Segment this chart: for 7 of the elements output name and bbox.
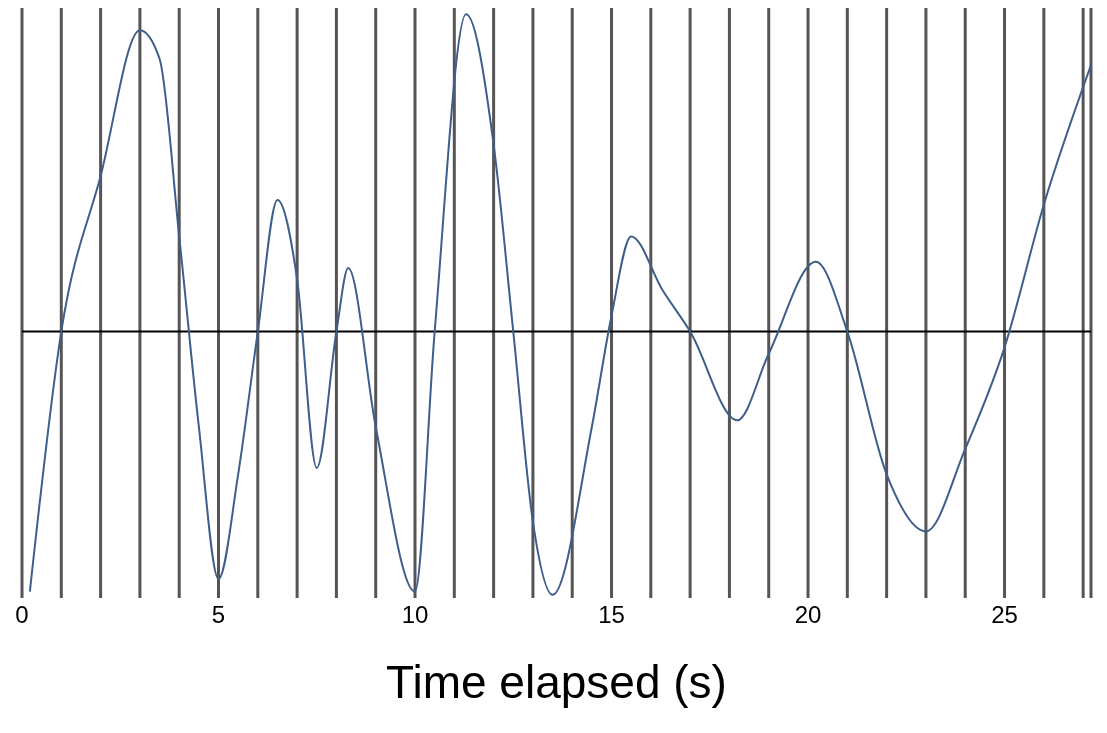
x-tick-label: 20 (794, 601, 822, 629)
x-tick-label: 15 (598, 601, 625, 629)
x-tick-label: 10 (401, 601, 429, 629)
x-tick-label: 25 (991, 601, 1018, 629)
x-tick-label: 5 (211, 601, 226, 629)
x-tick-label: 0 (15, 601, 29, 629)
x-axis-title: Time elapsed (s) (386, 656, 727, 708)
